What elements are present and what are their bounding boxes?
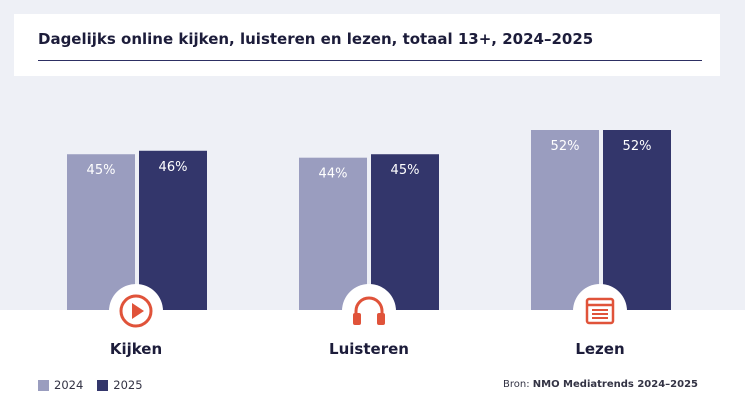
data-label-kijken-2025: 46% bbox=[159, 160, 188, 175]
category-label-kijken: Kijken bbox=[109, 340, 163, 358]
bar-luisteren-2024 bbox=[299, 157, 367, 310]
data-label-kijken-2024: 45% bbox=[87, 163, 116, 178]
bar-luisteren-2025 bbox=[371, 154, 439, 310]
chart-title: Dagelijks online kijken, luisteren en le… bbox=[38, 30, 594, 48]
bar-lezen-2025 bbox=[603, 130, 671, 310]
bar-kijken-2024 bbox=[67, 154, 135, 310]
legend-swatch-2025 bbox=[97, 379, 109, 391]
data-label-luisteren-2024: 44% bbox=[319, 167, 348, 182]
legend-swatch-2024 bbox=[38, 379, 49, 391]
legend-label-2025: 2025 bbox=[113, 378, 143, 392]
category-label-lezen: Lezen bbox=[575, 340, 625, 358]
legend-item-2025: 2025 bbox=[97, 378, 143, 392]
bar-kijken-2025 bbox=[139, 150, 207, 310]
source-name: NMO Mediatrends 2024–2025 bbox=[532, 379, 698, 390]
data-label-lezen-2025: 52% bbox=[623, 139, 652, 154]
legend-label-2024: 2024 bbox=[54, 378, 84, 392]
data-label-lezen-2024: 52% bbox=[551, 139, 580, 154]
chart-legend: 2024 2025 bbox=[38, 378, 157, 392]
legend-item-2024: 2024 bbox=[38, 378, 83, 392]
source-note: Bron: NMO Mediatrends 2024–2025 bbox=[503, 379, 698, 390]
title-divider bbox=[38, 60, 702, 61]
source-label: Bron: bbox=[502, 379, 530, 390]
bar-lezen-2024 bbox=[531, 130, 599, 310]
title-card bbox=[14, 14, 720, 76]
browser-window-icon bbox=[573, 284, 627, 338]
data-label-luisteren-2025: 45% bbox=[391, 163, 420, 178]
headphones-icon bbox=[342, 284, 396, 338]
play-icon bbox=[109, 284, 163, 338]
category-label-luisteren: Luisteren bbox=[329, 340, 409, 358]
